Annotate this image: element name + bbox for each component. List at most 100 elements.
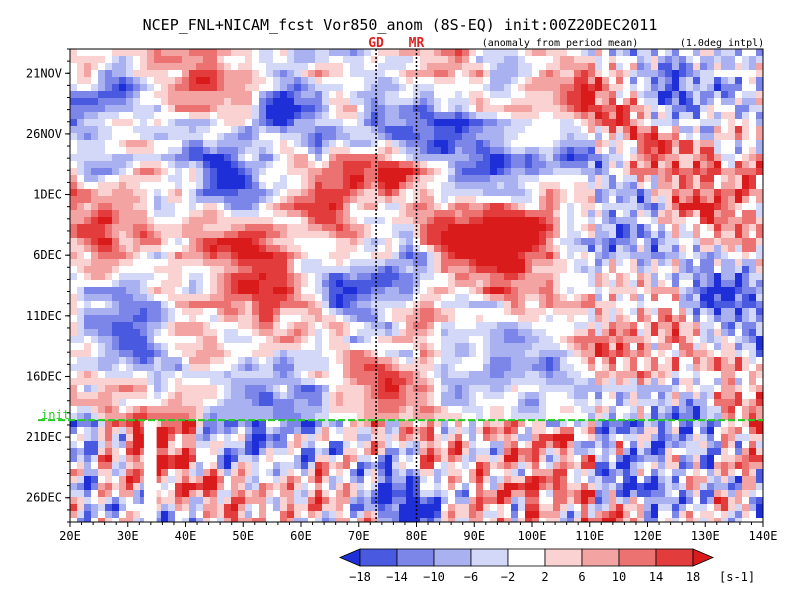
heatmap-cell (98, 385, 106, 393)
heatmap-cell (525, 301, 533, 309)
heatmap-cell (434, 385, 442, 393)
heatmap-cell (399, 175, 407, 183)
heatmap-cell (616, 112, 624, 120)
heatmap-cell (98, 70, 106, 78)
heatmap-cell (154, 175, 162, 183)
heatmap-cell (266, 357, 274, 365)
heatmap-cell (546, 392, 554, 400)
heatmap-cell (679, 238, 687, 246)
heatmap-cell (567, 259, 575, 267)
heatmap-cell (105, 203, 113, 211)
heatmap-cell (581, 98, 589, 106)
heatmap-cell (756, 210, 763, 218)
heatmap-cell (378, 231, 386, 239)
heatmap-cell (490, 77, 498, 85)
heatmap-cell (238, 133, 246, 141)
heatmap-cell (378, 336, 386, 344)
heatmap-cell (98, 350, 106, 358)
heatmap-cell (182, 154, 190, 162)
heatmap-cell (259, 252, 267, 260)
heatmap-cell (273, 231, 281, 239)
heatmap-cell (686, 119, 694, 127)
heatmap-cell (301, 357, 309, 365)
heatmap-cell (469, 238, 477, 246)
heatmap-cell (483, 308, 491, 316)
heatmap-cell (539, 322, 547, 330)
heatmap-cell (406, 133, 414, 141)
heatmap-cell (560, 371, 568, 379)
heatmap-cell (469, 364, 477, 372)
heatmap-cell (343, 154, 351, 162)
heatmap-cell (175, 189, 183, 197)
heatmap-cell (497, 126, 505, 134)
heatmap-cell (721, 315, 729, 323)
heatmap-cell (154, 273, 162, 281)
heatmap-cell (602, 210, 610, 218)
heatmap-cell (644, 231, 652, 239)
heatmap-cell (623, 231, 631, 239)
heatmap-cell (448, 315, 456, 323)
heatmap-cell (595, 210, 603, 218)
heatmap-cell (168, 364, 176, 372)
heatmap-cell (749, 112, 757, 120)
heatmap-cell (217, 322, 225, 330)
heatmap-cell (532, 385, 540, 393)
heatmap-cell (266, 245, 274, 253)
heatmap-cell (679, 98, 687, 106)
heatmap-cell (581, 168, 589, 176)
heatmap-cell (609, 154, 617, 162)
heatmap-cell (406, 182, 414, 190)
heatmap-cell (392, 147, 400, 155)
heatmap-cell (735, 364, 743, 372)
heatmap-cell (518, 371, 526, 379)
heatmap-cell (539, 357, 547, 365)
heatmap-cell (511, 168, 519, 176)
heatmap-cell (252, 84, 260, 92)
heatmap-cell (399, 280, 407, 288)
heatmap-cell (595, 84, 603, 92)
heatmap-cell (245, 231, 253, 239)
heatmap-cell (679, 84, 687, 92)
heatmap-cell (238, 364, 246, 372)
heatmap-cell (462, 315, 470, 323)
heatmap-cell (126, 147, 134, 155)
heatmap-cell (630, 238, 638, 246)
heatmap-cell (574, 182, 582, 190)
heatmap-cell (154, 161, 162, 169)
heatmap-cell (567, 273, 575, 281)
heatmap-cell (210, 287, 218, 295)
heatmap-cell (511, 259, 519, 267)
heatmap-cell (133, 133, 141, 141)
heatmap-cell (280, 126, 288, 134)
heatmap-cell (756, 189, 763, 197)
heatmap-cell (588, 371, 596, 379)
heatmap-cell (616, 364, 624, 372)
heatmap-cell (413, 392, 421, 400)
heatmap-cell (126, 238, 134, 246)
heatmap-cell (749, 49, 757, 57)
heatmap-cell (441, 259, 449, 267)
heatmap-cell (315, 84, 323, 92)
heatmap-cell (105, 273, 113, 281)
heatmap-cell (343, 168, 351, 176)
heatmap-cell (665, 182, 673, 190)
heatmap-cell (196, 154, 204, 162)
heatmap-cell (665, 154, 673, 162)
heatmap-cell (112, 70, 120, 78)
heatmap-cell (210, 84, 218, 92)
heatmap-cell (315, 203, 323, 211)
heatmap-cell (497, 70, 505, 78)
heatmap-cell (378, 112, 386, 120)
heatmap-cell (553, 112, 561, 120)
heatmap-cell (357, 147, 365, 155)
heatmap-cell (140, 301, 148, 309)
heatmap-cell (133, 91, 141, 99)
heatmap-cell (154, 217, 162, 225)
heatmap-cell (224, 168, 232, 176)
heatmap-cell (133, 154, 141, 162)
heatmap-cell (483, 217, 491, 225)
heatmap-cell (329, 294, 337, 302)
heatmap-cell (539, 343, 547, 351)
heatmap-cell (343, 98, 351, 106)
heatmap-cell (567, 161, 575, 169)
